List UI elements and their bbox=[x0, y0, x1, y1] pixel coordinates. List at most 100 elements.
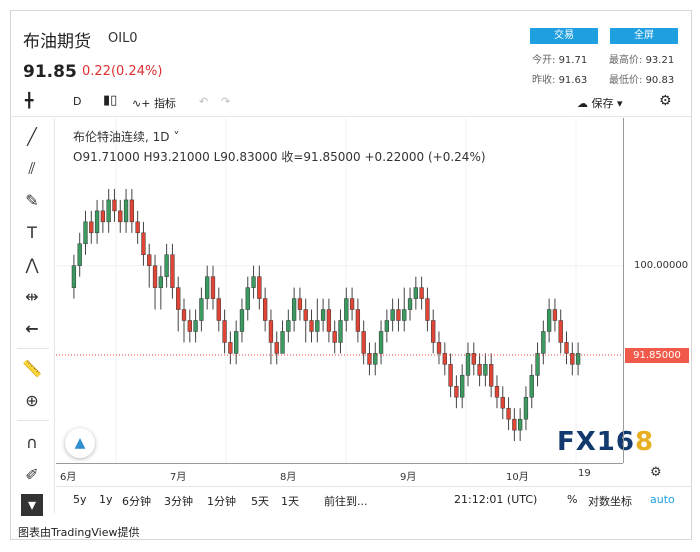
candle bbox=[332, 331, 337, 343]
candle bbox=[181, 309, 187, 321]
candle bbox=[286, 320, 291, 332]
candle bbox=[448, 364, 453, 387]
indicators-button[interactable]: ∿+ 指标 bbox=[132, 97, 176, 110]
y-tick-label: 100.00000 bbox=[634, 259, 689, 271]
candle bbox=[454, 386, 459, 398]
quote-header: 布油期货 OIL0 91.85 0.22(0.24%) 交易 全屏 今开: 91… bbox=[11, 11, 691, 97]
candle bbox=[245, 287, 250, 310]
candle bbox=[158, 276, 163, 288]
trade-button[interactable]: 交易 bbox=[530, 28, 598, 44]
crosshair-icon[interactable]: ╋ bbox=[25, 93, 34, 109]
text-tool-icon[interactable]: T bbox=[27, 223, 37, 242]
candle bbox=[436, 342, 442, 354]
candle bbox=[402, 309, 407, 321]
trend-line-icon[interactable]: ╱ bbox=[27, 127, 37, 146]
candle bbox=[193, 320, 198, 332]
range-3min[interactable]: 3分钟 bbox=[164, 495, 193, 508]
range-1y[interactable]: 1y bbox=[99, 493, 113, 506]
candle bbox=[471, 353, 476, 365]
candle bbox=[500, 396, 505, 409]
interval-button[interactable]: D bbox=[73, 95, 82, 108]
instrument-code: OIL0 bbox=[108, 31, 138, 46]
range-6min[interactable]: 6分钟 bbox=[122, 495, 151, 508]
candle-style-icon[interactable]: ▮▯ bbox=[103, 93, 118, 108]
candle bbox=[535, 353, 540, 376]
log-scale-toggle[interactable]: 对数坐标 bbox=[588, 495, 632, 508]
candle bbox=[147, 254, 152, 266]
ruler-icon[interactable]: 📏 bbox=[22, 359, 42, 378]
last-price-tag: 91.85000 bbox=[625, 348, 689, 364]
candle bbox=[546, 309, 552, 332]
candle bbox=[274, 342, 279, 354]
candle bbox=[320, 309, 326, 321]
undo-icon[interactable]: ↶ bbox=[199, 95, 209, 108]
tradingview-badge-icon[interactable]: ▲ bbox=[65, 428, 95, 458]
pitchfork-icon[interactable]: ⫽ bbox=[28, 159, 36, 178]
magnet-icon[interactable]: ∩ bbox=[26, 433, 38, 452]
clock-time[interactable]: 21:12:01 (UTC) bbox=[454, 493, 538, 506]
candle bbox=[89, 221, 94, 234]
candle bbox=[152, 265, 158, 288]
candle bbox=[355, 309, 361, 332]
candlestick-plot[interactable] bbox=[56, 118, 623, 463]
x-tick-label: 10月 bbox=[506, 472, 529, 483]
auto-scale-toggle[interactable]: auto bbox=[650, 493, 675, 506]
candle bbox=[77, 243, 82, 266]
candle bbox=[413, 287, 418, 299]
x-tick-label: 7月 bbox=[170, 472, 187, 483]
drawing-tools-sidebar: ╱ ⫽ ✎ T ⋀ ⇹ ← 📏 ⊕ ∩ ✐ ▾ bbox=[11, 118, 55, 516]
candle bbox=[83, 221, 88, 245]
bottom-toolbar: 5y 1y 6分钟 3分钟 1分钟 5天 1天 前往到... 21:12:01 … bbox=[56, 486, 691, 512]
indicators-icon: ∿+ bbox=[132, 97, 151, 110]
candle bbox=[129, 199, 134, 223]
candle bbox=[494, 386, 500, 398]
candle bbox=[396, 309, 401, 321]
x-tick-label: 6月 bbox=[60, 472, 77, 483]
settings-icon[interactable]: ⚙ bbox=[659, 93, 672, 109]
pattern-icon[interactable]: ⋀ bbox=[25, 255, 39, 274]
hide-drawings-icon[interactable]: ▾ bbox=[21, 494, 43, 516]
candle bbox=[309, 320, 314, 332]
candle bbox=[297, 298, 303, 310]
last-price: 91.85 bbox=[23, 62, 77, 82]
time-axis[interactable]: 6月 7月 8月 9月 10月 19 ⚙ bbox=[56, 463, 662, 485]
low-quote: 最低价: 90.83 bbox=[609, 75, 675, 86]
candle bbox=[263, 298, 268, 321]
axis-settings-icon[interactable]: ⚙ bbox=[650, 465, 662, 480]
candle bbox=[280, 331, 285, 354]
brush-icon[interactable]: ✎ bbox=[25, 191, 39, 210]
chart-widget: 布油期货 OIL0 91.85 0.22(0.24%) 交易 全屏 今开: 91… bbox=[10, 10, 692, 540]
goto-date-button[interactable]: 前往到... bbox=[324, 495, 368, 508]
candle bbox=[251, 276, 256, 288]
candle bbox=[552, 309, 558, 321]
chart-toolbar: ╋ D ▮▯ ∿+ 指标 ↶ ↷ ☁ 保存 ▾ ⚙ bbox=[11, 91, 691, 117]
candle bbox=[512, 418, 517, 431]
candle bbox=[141, 232, 146, 255]
candle bbox=[118, 210, 123, 223]
candle bbox=[373, 353, 378, 365]
candle bbox=[518, 418, 523, 431]
redo-icon[interactable]: ↷ bbox=[221, 95, 231, 108]
candle bbox=[390, 309, 395, 321]
candle bbox=[106, 199, 111, 223]
candle bbox=[315, 320, 320, 332]
back-arrow-icon[interactable]: ← bbox=[25, 319, 39, 338]
range-1min[interactable]: 1分钟 bbox=[207, 495, 236, 508]
candle bbox=[291, 298, 297, 321]
candle bbox=[477, 364, 482, 376]
series-name[interactable]: 布伦特油连续, 1D ˅ bbox=[73, 130, 180, 144]
range-1d[interactable]: 1天 bbox=[281, 495, 299, 508]
zoom-in-icon[interactable]: ⊕ bbox=[25, 391, 39, 410]
candle bbox=[71, 265, 77, 288]
save-button[interactable]: ☁ 保存 ▾ bbox=[577, 97, 623, 110]
candle bbox=[419, 287, 424, 299]
measure-ruler-icon[interactable]: ⇹ bbox=[25, 287, 39, 306]
range-5d[interactable]: 5天 bbox=[251, 495, 269, 508]
candle bbox=[407, 298, 413, 310]
price-axis[interactable]: 100.00000 91.85000 bbox=[623, 118, 691, 463]
percent-scale-toggle[interactable]: % bbox=[567, 493, 578, 506]
range-5y[interactable]: 5y bbox=[73, 493, 87, 506]
x-tick-label: 8月 bbox=[280, 472, 297, 483]
lock-drawing-icon[interactable]: ✐ bbox=[25, 465, 39, 484]
fullscreen-button[interactable]: 全屏 bbox=[610, 28, 678, 44]
